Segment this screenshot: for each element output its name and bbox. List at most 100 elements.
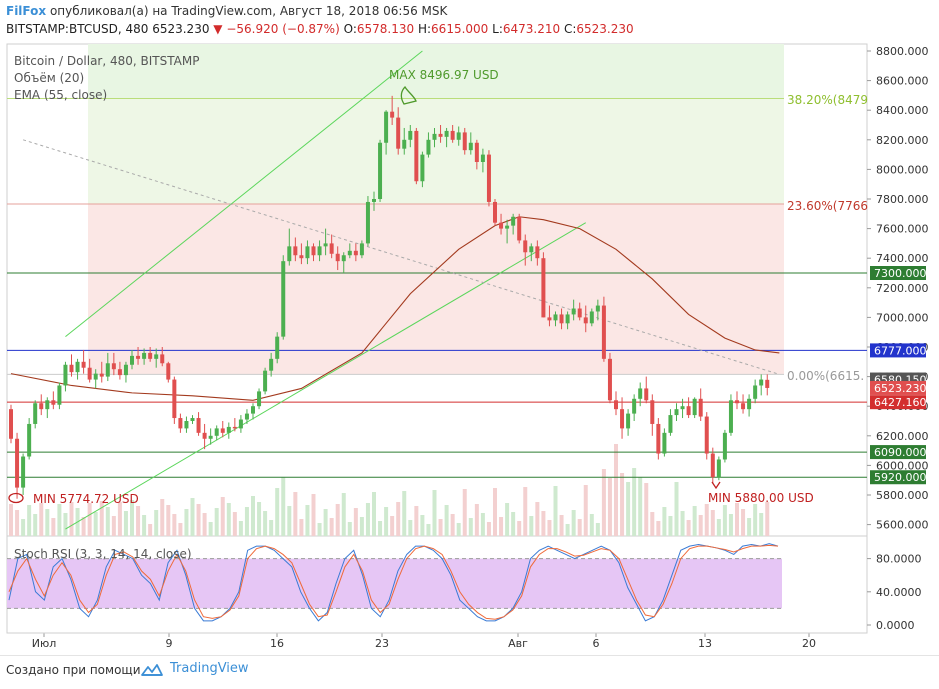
candle-body xyxy=(117,369,122,376)
volume-bar xyxy=(747,518,752,536)
candle xyxy=(81,349,86,374)
candle xyxy=(462,127,467,155)
stoch-rsi-legend: Stoch RSI (3, 3, 14, 14, close) xyxy=(14,547,192,561)
candle-body xyxy=(208,435,213,439)
chart-area[interactable]: 80.0000 40.0000 0.0000 8800.000 8600.000 840… xyxy=(0,0,939,655)
candle xyxy=(644,376,649,404)
candles-layer xyxy=(9,95,770,499)
volume-bar xyxy=(553,486,558,536)
candle xyxy=(359,240,364,259)
candle xyxy=(154,348,159,368)
volume-bar xyxy=(480,513,485,536)
stoch-rsi-tick-label: 0.0000 xyxy=(876,619,915,632)
candle-body xyxy=(601,305,606,359)
price-tag-box xyxy=(870,343,926,358)
volume-bar xyxy=(178,523,183,536)
volume-bar xyxy=(686,520,691,536)
candle-body xyxy=(444,130,449,137)
candle xyxy=(202,423,207,450)
created-with-text: Создано при помощи xyxy=(6,663,141,677)
stoch-rsi-layer: 80.0000 40.0000 0.0000 xyxy=(7,543,922,632)
price-level-tag: 7300.000 xyxy=(870,266,927,280)
price-tick-label: 7800.000 xyxy=(876,193,929,206)
min-left-annotation: MIN 5774.72 USD xyxy=(33,492,139,506)
volume-bar xyxy=(698,515,703,536)
volume-bar xyxy=(402,491,407,536)
volume-bar xyxy=(372,492,376,536)
candle-body xyxy=(178,418,183,429)
tradingview-brand[interactable]: TradingView xyxy=(170,661,249,676)
candle xyxy=(93,369,98,389)
candle-body xyxy=(166,363,171,380)
candle-body xyxy=(15,438,20,488)
price-tick-label: 7200.000 xyxy=(876,282,929,295)
price-tick-label: 5800.000 xyxy=(876,489,929,502)
candle-body xyxy=(650,400,655,424)
candle xyxy=(317,240,322,262)
symbol-line: BITSTAMP:BTCUSD, 480 6523.230 ▼ −56.920 … xyxy=(6,22,634,36)
price-tag-label: 5920.000 xyxy=(874,471,927,484)
candle-body xyxy=(668,415,673,433)
candle xyxy=(486,150,491,207)
candle-body xyxy=(190,418,195,421)
price-tag-label: 6427.160 xyxy=(874,396,927,409)
volume-bar xyxy=(220,497,225,536)
candle-body xyxy=(172,379,177,419)
volume-bar xyxy=(281,477,286,536)
price-level-tag: 6090.000 xyxy=(870,445,927,460)
candle xyxy=(710,447,715,484)
price-level-tag: 6427.160 xyxy=(870,395,927,410)
candle xyxy=(656,418,661,460)
candle xyxy=(601,296,606,362)
candle-body xyxy=(226,426,231,433)
candle-body xyxy=(765,379,770,388)
candle-body xyxy=(69,364,74,373)
candle-body xyxy=(626,413,631,429)
candle-body xyxy=(474,142,479,162)
candle-body xyxy=(716,459,721,478)
volume-bar xyxy=(45,509,50,536)
candle-body xyxy=(384,111,389,143)
candle xyxy=(130,349,134,370)
low-value: 6473.210 xyxy=(502,22,561,36)
candle-body xyxy=(33,403,38,424)
candle xyxy=(674,403,679,421)
published-text: опубликовал(а) на TradingView.com, Авгус… xyxy=(49,4,448,18)
candle xyxy=(686,397,691,419)
volume-bar xyxy=(420,515,425,536)
price-tick-label: 7400.000 xyxy=(876,252,929,265)
volume-bar xyxy=(208,522,213,536)
volume-bar xyxy=(396,502,401,536)
candle-body xyxy=(317,246,322,256)
volume-bar xyxy=(765,502,770,536)
candle-body xyxy=(480,154,485,162)
time-tick-label: Авг xyxy=(508,637,528,650)
candle-body xyxy=(523,240,528,253)
tradingview-logo-icon[interactable] xyxy=(140,662,164,678)
volume-bar xyxy=(311,494,316,536)
background-layer xyxy=(6,43,868,634)
volume-bar xyxy=(184,509,189,536)
candle xyxy=(257,388,262,410)
volume-bar xyxy=(93,512,98,536)
candle-body xyxy=(154,354,159,359)
channel-line xyxy=(65,222,587,530)
candle xyxy=(565,311,570,330)
candle xyxy=(287,228,292,266)
volume-bar xyxy=(432,490,437,536)
candle xyxy=(9,404,13,444)
candle xyxy=(69,354,74,377)
chart-header: FilFox опубликовал(а) на TradingView.com… xyxy=(0,0,939,44)
volume-bar xyxy=(353,508,358,536)
candle-body xyxy=(571,308,576,315)
candle-body xyxy=(722,432,727,460)
volume-bar xyxy=(626,482,631,536)
publisher-name[interactable]: FilFox xyxy=(6,4,47,18)
candle-body xyxy=(541,258,546,318)
volume-bar xyxy=(505,503,510,536)
volume-bar xyxy=(81,517,86,536)
candle xyxy=(75,358,80,380)
volume-bar xyxy=(196,504,201,536)
volume-bar xyxy=(257,502,262,536)
volume-bar xyxy=(341,493,346,536)
